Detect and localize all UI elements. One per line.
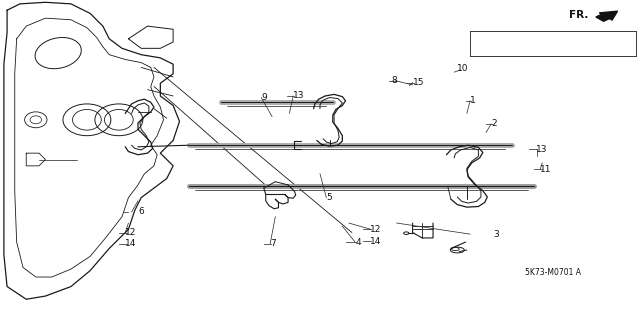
Text: 7: 7	[270, 239, 276, 248]
Text: FR.: FR.	[569, 10, 588, 20]
Text: 4: 4	[355, 238, 361, 247]
Text: 6: 6	[138, 207, 144, 216]
Text: 9: 9	[261, 93, 267, 102]
Text: 11: 11	[540, 165, 552, 174]
Text: 13: 13	[536, 145, 547, 154]
FancyArrow shape	[596, 11, 618, 21]
Text: 1: 1	[470, 96, 476, 105]
Text: 14: 14	[125, 239, 136, 248]
Text: 12: 12	[370, 225, 381, 234]
Text: 15: 15	[413, 78, 424, 87]
Text: 5: 5	[326, 193, 332, 202]
Text: 10: 10	[458, 64, 469, 73]
Text: 2: 2	[491, 119, 497, 129]
Text: 8: 8	[392, 76, 397, 85]
Text: 5K73-M0701 A: 5K73-M0701 A	[525, 268, 581, 277]
Text: 12: 12	[125, 228, 136, 237]
Text: 14: 14	[370, 237, 381, 246]
Text: 3: 3	[493, 230, 499, 239]
Text: 13: 13	[293, 92, 305, 100]
